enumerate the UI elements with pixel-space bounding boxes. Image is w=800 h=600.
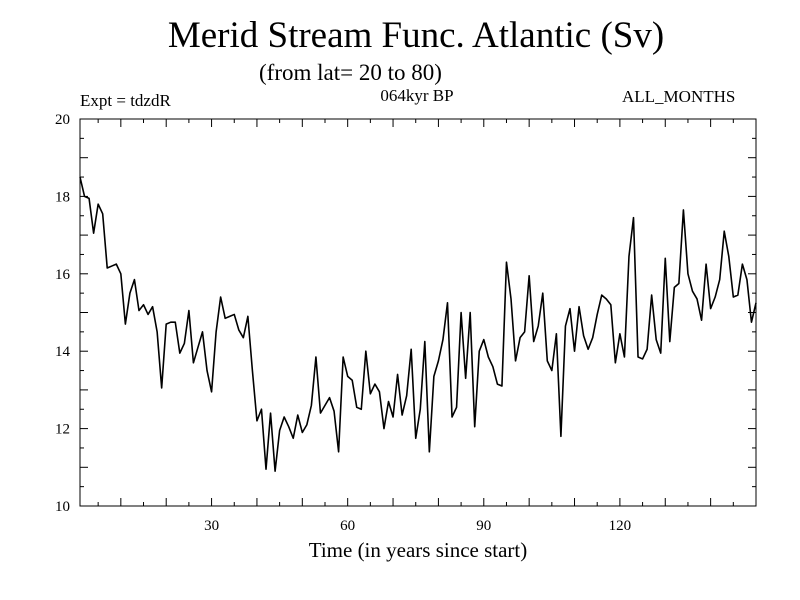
experiment-label: Expt = tdzdR <box>80 91 171 110</box>
plot-frame <box>79 118 757 507</box>
y-tick-label: 18 <box>55 189 70 205</box>
chart-title: Merid Stream Func. Atlantic (Sv) <box>167 15 665 56</box>
series-line <box>79 176 757 472</box>
x-tick-label: 120 <box>609 518 632 534</box>
period-label: 064kyr BP <box>380 86 454 105</box>
x-tick-label: 30 <box>204 518 219 534</box>
x-tick-label: 60 <box>340 518 355 534</box>
y-tick-label: 14 <box>55 344 71 360</box>
y-tick-label: 12 <box>55 422 70 438</box>
months-label: ALL_MONTHS <box>622 87 736 106</box>
x-axis-label: Time (in years since start) <box>308 538 528 562</box>
chart-subtitle: (from lat= 20 to 80) <box>259 60 442 85</box>
x-tick-label: 90 <box>476 518 491 534</box>
tick-marks <box>80 119 756 506</box>
y-tick-label: 20 <box>55 112 70 128</box>
y-tick-label: 10 <box>55 499 70 515</box>
y-tick-label: 16 <box>55 267 71 283</box>
tick-labels: 30 60 90 120 10 12 14 16 18 20 <box>55 112 631 534</box>
